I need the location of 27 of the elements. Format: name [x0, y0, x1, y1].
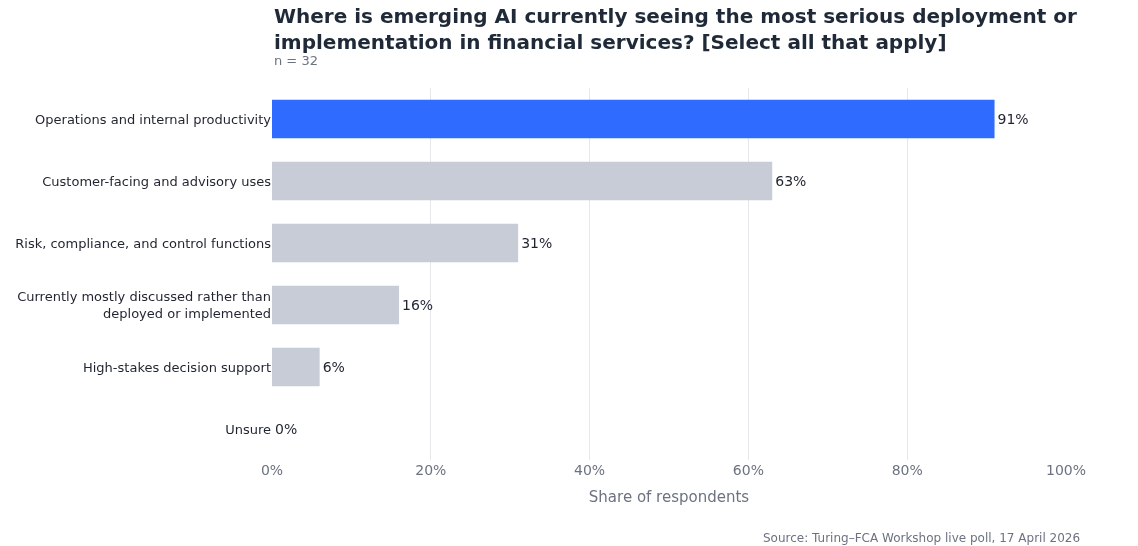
chart-subtitle: n = 32 [274, 53, 318, 68]
source-note: Source: Turing–FCA Workshop live poll, 17 April 2026 [763, 531, 1081, 545]
x-tick-label: 100% [1045, 462, 1087, 478]
x-axis-title: Share of respondents [588, 488, 750, 506]
data-label: 6% [322, 359, 345, 375]
y-tick-label: Currently mostly discussed rather than deployed or implemented [17, 289, 271, 321]
y-tick-label: Operations and internal productivity [35, 111, 272, 127]
x-tick-label: 0% [260, 462, 284, 478]
data-label: 16% [402, 297, 434, 313]
x-tick-label: 80% [891, 462, 923, 478]
y-tick-label: Customer-facing and advisory uses [42, 173, 272, 189]
data-label: 63% [775, 173, 807, 189]
data-label: 31% [521, 235, 553, 251]
y-tick-label: Unsure [225, 421, 271, 437]
x-tick-label: 60% [732, 462, 764, 478]
y-tick-label: High-stakes decision support [82, 359, 271, 375]
bar [272, 347, 320, 387]
x-tick-label: 40% [574, 462, 606, 478]
bar [272, 285, 400, 325]
data-label: 91% [997, 111, 1029, 127]
bar [272, 223, 519, 263]
y-tick-label: Risk, compliance, and control functions [15, 235, 272, 251]
data-label: 0% [275, 421, 298, 437]
chart-title: Where is emerging AI currently seeing the most serious deployment or implementation in financial services? [Select all that apply] [274, 4, 1077, 54]
x-tick-label: 20% [415, 462, 447, 478]
bar [272, 161, 773, 201]
bar [272, 99, 995, 139]
